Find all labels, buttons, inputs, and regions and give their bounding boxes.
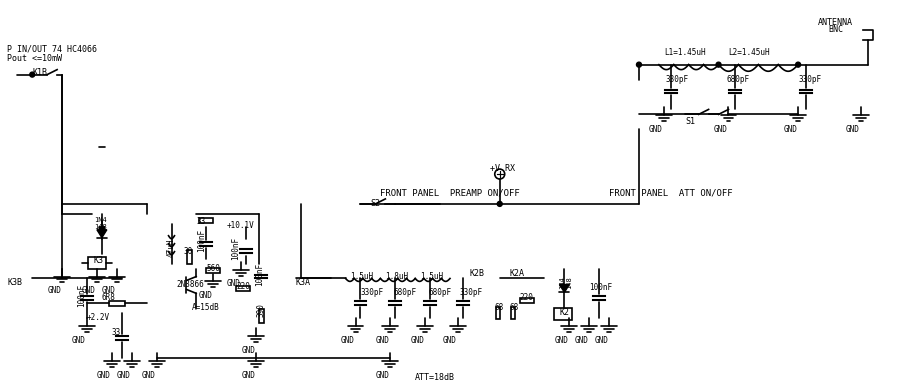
Text: 220: 220	[236, 283, 250, 291]
Text: 560: 560	[206, 263, 220, 273]
Text: 100nF: 100nF	[77, 283, 86, 306]
Text: L1=1.45uH: L1=1.45uH	[664, 48, 706, 57]
Circle shape	[796, 62, 801, 67]
Text: GND: GND	[443, 336, 457, 345]
Bar	[554, 308, 572, 320]
Text: GND: GND	[375, 336, 390, 345]
Text: GND: GND	[117, 371, 130, 380]
Text: 1.5uH: 1.5uH	[420, 271, 444, 281]
Text: 68: 68	[495, 303, 504, 312]
Text: GND: GND	[554, 336, 568, 345]
Text: 33: 33	[112, 328, 122, 337]
Text: +10.1V: +10.1V	[226, 221, 254, 230]
Text: GND: GND	[97, 371, 111, 380]
Circle shape	[636, 62, 642, 67]
Text: GND: GND	[226, 280, 240, 288]
Text: 1.8uH: 1.8uH	[385, 271, 409, 281]
Text: GND: GND	[141, 371, 156, 380]
Text: ATT=18dB: ATT=18dB	[415, 373, 455, 382]
Text: 390: 390	[256, 303, 266, 317]
Text: P IN/OUT 74 HC4066: P IN/OUT 74 HC4066	[7, 45, 97, 54]
Bar	[258, 310, 264, 323]
Text: GND: GND	[241, 371, 255, 380]
Text: 6R8: 6R8	[102, 293, 116, 303]
Text: Pout <=10mW: Pout <=10mW	[7, 54, 62, 63]
Text: GND: GND	[72, 336, 86, 345]
Text: K3: K3	[94, 256, 104, 265]
Text: K2: K2	[560, 308, 570, 317]
Polygon shape	[97, 230, 107, 238]
Circle shape	[716, 62, 721, 67]
Text: 30: 30	[184, 247, 193, 256]
Text: A=15dB: A=15dB	[192, 303, 220, 312]
Text: 330pF: 330pF	[460, 288, 483, 298]
Text: BNC: BNC	[828, 25, 843, 34]
Bar	[88, 257, 106, 268]
Text: GND: GND	[714, 125, 727, 134]
Text: GND: GND	[47, 286, 61, 295]
Bar	[496, 307, 500, 319]
Text: K2A: K2A	[509, 268, 525, 278]
Text: GND: GND	[410, 336, 424, 345]
Polygon shape	[99, 227, 105, 235]
Text: K3A: K3A	[296, 278, 310, 288]
Text: 680pF: 680pF	[393, 288, 417, 298]
Text: GND: GND	[198, 291, 212, 300]
Text: K1B: K1B	[32, 68, 48, 77]
Bar	[519, 298, 534, 303]
Text: 1N4
148: 1N4 148	[560, 276, 572, 289]
Text: GND: GND	[241, 346, 255, 355]
Text: L2=1.45uH: L2=1.45uH	[728, 48, 770, 57]
Text: S1: S1	[686, 118, 696, 126]
Text: FRONT PANEL  PREAMP ON/OFF: FRONT PANEL PREAMP ON/OFF	[381, 189, 520, 198]
Polygon shape	[560, 285, 570, 292]
Text: GND: GND	[783, 125, 797, 134]
Bar	[206, 268, 220, 273]
Text: 1N4
148: 1N4 148	[94, 217, 107, 230]
Text: GND: GND	[594, 336, 608, 345]
Text: K2B: K2B	[470, 268, 485, 278]
Text: 68: 68	[509, 303, 519, 312]
Text: GND: GND	[375, 371, 390, 380]
Text: 220: 220	[519, 293, 534, 303]
Text: 2N3866: 2N3866	[176, 280, 204, 290]
Text: GND: GND	[340, 336, 355, 345]
Text: 1.5uH: 1.5uH	[350, 271, 374, 281]
Circle shape	[497, 202, 502, 206]
Bar	[187, 250, 192, 263]
Text: GND: GND	[102, 286, 116, 295]
Text: 100nF: 100nF	[197, 229, 206, 252]
Bar	[236, 286, 250, 291]
Text: 680pF: 680pF	[428, 288, 451, 298]
Text: S2: S2	[371, 199, 381, 208]
Bar	[200, 218, 213, 223]
Text: GND: GND	[82, 286, 96, 295]
Bar	[109, 301, 125, 306]
Text: 330pF: 330pF	[666, 74, 689, 84]
Text: +2.2V: +2.2V	[87, 313, 110, 322]
Text: 100nF: 100nF	[255, 263, 264, 286]
Text: 33: 33	[196, 217, 205, 226]
Bar	[510, 307, 515, 319]
Text: K3B: K3B	[7, 278, 22, 288]
Text: 680pF: 680pF	[726, 74, 750, 84]
Circle shape	[30, 72, 35, 77]
Text: GND: GND	[574, 336, 589, 345]
Text: 330pF: 330pF	[361, 288, 383, 298]
Text: FRONT PANEL  ATT ON/OFF: FRONT PANEL ATT ON/OFF	[609, 189, 733, 198]
Text: GND: GND	[846, 125, 860, 134]
Text: GND: GND	[649, 125, 662, 134]
Text: ANTENNA: ANTENNA	[818, 18, 853, 27]
Text: 100nF: 100nF	[590, 283, 612, 293]
Text: 330pF: 330pF	[798, 74, 821, 84]
Text: 100nF: 100nF	[231, 237, 240, 260]
Text: +V RX: +V RX	[490, 164, 515, 173]
Text: 47uH: 47uH	[166, 239, 176, 257]
